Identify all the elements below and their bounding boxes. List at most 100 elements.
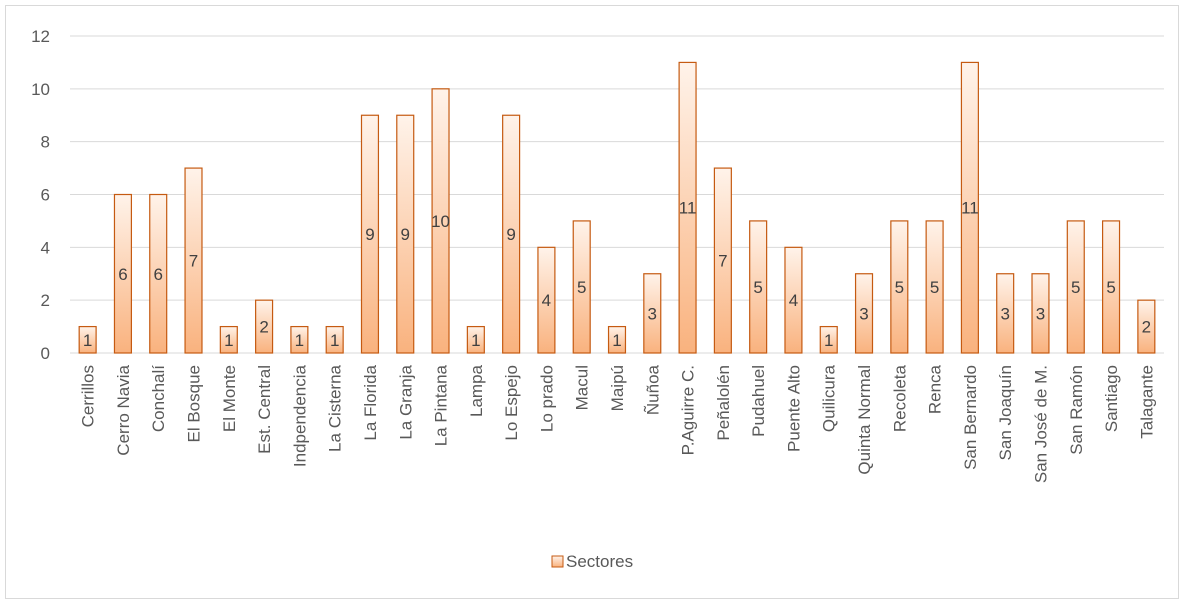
- data-label: 5: [1106, 278, 1115, 297]
- data-label: 9: [506, 225, 515, 244]
- bar: [184, 167, 203, 354]
- bar: [925, 220, 944, 354]
- data-label: 1: [471, 331, 480, 350]
- x-tick-label: Lampa: [467, 364, 486, 417]
- legend: Sectores: [551, 552, 633, 571]
- legend-label: Sectores: [566, 552, 633, 571]
- x-tick-label: San Bernardo: [961, 365, 980, 470]
- x-tick-label: Maipú: [608, 365, 627, 411]
- x-tick-label: Talagante: [1137, 365, 1156, 439]
- data-label: 9: [401, 225, 410, 244]
- bar: [78, 325, 97, 354]
- x-tick-label: Puente Alto: [784, 365, 803, 452]
- data-label: 1: [83, 331, 92, 350]
- x-tick-label: Quinta Normal: [855, 365, 874, 475]
- bar: [537, 246, 556, 354]
- data-label: 10: [431, 212, 450, 231]
- data-label: 11: [679, 199, 697, 218]
- data-label: 5: [753, 278, 762, 297]
- x-axis-ticks: Cerrillos Cerro Navia Conchalí El Bosque El …: [79, 364, 1157, 483]
- x-tick-label: San Ramón: [1067, 365, 1086, 455]
- x-tick-label: La Pintana: [432, 364, 451, 446]
- x-tick-label: Cerrillos: [79, 365, 98, 427]
- data-label: 1: [295, 331, 304, 350]
- x-tick-label: Santiago: [1102, 365, 1121, 432]
- data-label: 6: [153, 265, 162, 284]
- x-tick-label: Peñalolén: [714, 365, 733, 441]
- y-tick-label: 0: [41, 344, 50, 363]
- bar: [219, 325, 238, 354]
- bar: [431, 88, 450, 354]
- bar: [819, 325, 838, 354]
- bar: [396, 114, 415, 354]
- data-label: 5: [1071, 278, 1080, 297]
- x-tick-label: Ñuñoa: [643, 364, 662, 415]
- data-label: 3: [1000, 304, 1009, 323]
- bar: [960, 61, 979, 354]
- bar: [1031, 273, 1050, 354]
- x-tick-label: P.Aguirre C.: [679, 365, 698, 455]
- x-tick-label: Indpendencia: [290, 364, 309, 467]
- legend-swatch: [551, 555, 564, 568]
- data-label: 7: [718, 252, 727, 271]
- x-tick-label: San Joaquín: [996, 365, 1015, 460]
- data-label: 4: [789, 291, 798, 310]
- x-tick-label: Lo Espejo: [502, 365, 521, 441]
- data-label: 5: [895, 278, 904, 297]
- x-tick-label: La Florida: [361, 364, 380, 440]
- x-tick-label: Renca: [926, 364, 945, 414]
- gridlines: [70, 35, 1164, 354]
- data-label: 1: [824, 331, 833, 350]
- bar: [360, 114, 380, 354]
- data-label: 4: [542, 291, 551, 310]
- bar: [290, 325, 309, 354]
- bar: [149, 193, 168, 354]
- x-tick-label: San José de M.: [1031, 365, 1050, 483]
- bar: [572, 220, 591, 354]
- data-label: 5: [930, 278, 939, 297]
- bar: [643, 273, 662, 354]
- bar: [502, 114, 521, 354]
- bar: [1137, 299, 1156, 354]
- x-tick-label: El Monte: [220, 365, 239, 432]
- bar: [113, 193, 133, 354]
- y-tick-label: 2: [41, 291, 50, 310]
- data-label: 2: [1142, 318, 1151, 337]
- y-tick-label: 12: [31, 27, 50, 46]
- data-label: 3: [648, 304, 657, 323]
- x-tick-label: Recoleta: [890, 364, 909, 432]
- y-tick-label: 6: [41, 186, 50, 205]
- x-tick-label: Cerro Navia: [114, 364, 133, 455]
- x-tick-label: Quilicura: [820, 364, 839, 432]
- bar: [890, 220, 909, 354]
- x-tick-label: Pudahuel: [749, 365, 768, 437]
- x-tick-label: El Bosque: [185, 365, 204, 443]
- data-label: 5: [577, 278, 586, 297]
- y-axis-ticks: 0 2 4 6 8 10 12: [31, 27, 50, 363]
- data-label: 1: [224, 331, 233, 350]
- x-tick-label: Conchalí: [149, 365, 168, 432]
- x-tick-label: Est. Central: [255, 365, 274, 454]
- bar: [713, 167, 732, 354]
- y-tick-label: 8: [41, 133, 50, 152]
- x-tick-label: La Cisterna: [326, 364, 345, 451]
- x-tick-label: Lo prado: [537, 365, 556, 432]
- data-label: 11: [961, 199, 979, 218]
- data-label: 2: [259, 318, 268, 337]
- data-label: 9: [365, 225, 374, 244]
- data-label: 7: [189, 252, 198, 271]
- bar: [255, 299, 274, 354]
- bars: [78, 61, 1156, 354]
- bar: [996, 273, 1015, 354]
- data-label: 3: [1036, 304, 1045, 323]
- bar: [607, 325, 627, 354]
- y-tick-label: 4: [41, 238, 50, 257]
- bar: [678, 61, 697, 354]
- y-tick-label: 10: [31, 80, 50, 99]
- data-label: 3: [859, 304, 868, 323]
- bar: [854, 273, 874, 354]
- bar: [466, 325, 485, 354]
- x-tick-label: La Granja: [396, 364, 415, 439]
